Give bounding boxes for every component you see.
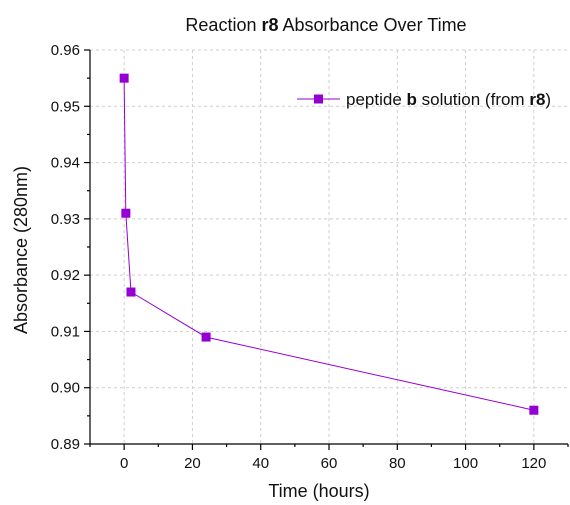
y-tick-label: 0.92 (51, 267, 80, 284)
y-tick-label: 0.95 (51, 98, 80, 115)
legend-label-part: r8 (529, 90, 545, 109)
legend-label-part: ) (545, 90, 551, 109)
legend-label-part: peptide (346, 90, 407, 109)
y-tick-label: 0.90 (51, 380, 80, 397)
legend-label-part: solution (from (417, 90, 529, 109)
legend: peptide b solution (from r8) (297, 90, 551, 109)
data-point (201, 332, 211, 342)
y-axis-title: Absorbance (280nm) (11, 166, 31, 334)
data-point (529, 405, 539, 415)
legend-label-part: b (407, 90, 417, 109)
legend-label: peptide b solution (from r8) (346, 90, 551, 109)
x-tick-label: 20 (184, 455, 201, 472)
chart-title: Reaction r8 Absorbance Over Time (185, 15, 466, 35)
title-part: Reaction (185, 15, 261, 35)
x-tick-label: 80 (389, 455, 406, 472)
y-tick-label: 0.91 (51, 323, 80, 340)
x-tick-label: 0 (120, 455, 128, 472)
y-tick-label: 0.96 (51, 42, 80, 59)
data-point (126, 287, 136, 297)
title-part: Absorbance Over Time (278, 15, 466, 35)
x-tick-label: 120 (521, 455, 546, 472)
y-tick-label: 0.93 (51, 211, 80, 228)
x-axis-title: Time (hours) (268, 481, 369, 501)
data-point (121, 208, 131, 218)
legend-marker (314, 94, 323, 104)
x-tick-label: 60 (321, 455, 338, 472)
x-tick-label: 100 (453, 455, 478, 472)
data-point (119, 73, 129, 83)
grid (90, 49, 568, 445)
y-tick-label: 0.94 (51, 155, 80, 172)
y-tick-label: 0.89 (51, 436, 80, 453)
ticks: 0 20 40 60 80 100 120 0.89 0.90 0.91 0.92 0.93 0.94 0… (51, 42, 569, 472)
series (119, 73, 539, 415)
title-part: r8 (261, 15, 278, 35)
axes (89, 50, 568, 445)
x-tick-label: 40 (252, 455, 269, 472)
